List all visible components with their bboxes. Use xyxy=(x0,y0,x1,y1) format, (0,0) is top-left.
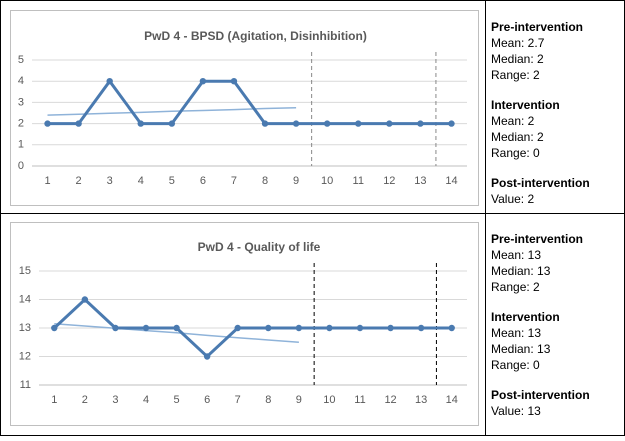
stat-line: Value: 13 xyxy=(491,404,541,418)
stat-line: Mean: 13 xyxy=(491,248,541,262)
section-heading: Intervention xyxy=(491,98,560,112)
y-tick-label: 14 xyxy=(19,293,31,305)
data-point xyxy=(356,324,364,332)
data-point xyxy=(448,120,455,127)
section-heading: Intervention xyxy=(491,310,560,324)
y-tick-label: 1 xyxy=(18,139,24,151)
data-point xyxy=(386,120,393,127)
y-tick-label: 4 xyxy=(18,75,24,87)
y-tick-label: 13 xyxy=(19,322,31,334)
stat-line: Mean: 2.7 xyxy=(491,36,545,50)
chart-title: PwD 4 - BPSD (Agitation, Disinhibition) xyxy=(144,29,367,43)
stat-line: Median: 13 xyxy=(491,342,551,356)
stat-line: Value: 2 xyxy=(491,192,534,206)
data-point xyxy=(230,78,238,85)
x-tick-label: 10 xyxy=(321,175,333,187)
data-point xyxy=(106,78,113,85)
y-tick-label: 15 xyxy=(19,265,31,277)
x-tick-label: 2 xyxy=(82,394,88,406)
x-tick-label: 4 xyxy=(143,394,149,406)
x-tick-label: 12 xyxy=(384,394,396,406)
section-heading: Post-intervention xyxy=(491,176,590,190)
chart-frame xyxy=(10,10,479,206)
stat-line: Range: 0 xyxy=(491,146,540,160)
x-tick-label: 9 xyxy=(293,175,299,187)
stat-line: Mean: 13 xyxy=(491,326,541,340)
data-point xyxy=(355,120,362,127)
data-point xyxy=(387,324,394,332)
data-point xyxy=(292,120,300,127)
y-tick-label: 11 xyxy=(20,379,31,391)
y-tick-label: 0 xyxy=(18,160,24,172)
x-tick-label: 3 xyxy=(107,175,113,187)
x-tick-label: 5 xyxy=(169,175,175,187)
data-point xyxy=(295,324,303,332)
y-tick-label: 5 xyxy=(18,54,24,66)
y-tick-label: 3 xyxy=(18,96,24,108)
data-point xyxy=(417,120,424,127)
x-tick-label: 11 xyxy=(353,175,364,187)
data-point xyxy=(51,324,58,332)
data-point xyxy=(168,120,176,127)
series-line xyxy=(47,78,452,126)
chart-title: PwD 4 - Quality of life xyxy=(198,240,321,254)
data-point xyxy=(112,324,119,332)
y-tick-label: 12 xyxy=(19,350,31,362)
x-tick-label: 11 xyxy=(354,394,365,406)
x-tick-label: 14 xyxy=(445,175,457,187)
x-tick-label: 8 xyxy=(262,175,268,187)
stat-line: Median: 2 xyxy=(491,52,544,66)
data-point xyxy=(265,324,272,332)
y-tick-label: 2 xyxy=(18,118,24,130)
x-tick-label: 2 xyxy=(76,175,82,187)
x-tick-label: 14 xyxy=(446,394,458,406)
data-point xyxy=(323,120,331,127)
data-point xyxy=(137,120,144,127)
x-tick-label: 1 xyxy=(44,175,50,187)
section-heading: Pre-intervention xyxy=(491,20,583,34)
data-point xyxy=(173,324,180,332)
data-point xyxy=(75,120,82,127)
data-point xyxy=(44,120,51,127)
x-tick-label: 6 xyxy=(200,175,206,187)
data-point xyxy=(142,324,150,332)
series-line xyxy=(53,297,452,359)
x-tick-label: 10 xyxy=(323,394,335,406)
x-tick-label: 5 xyxy=(174,394,180,406)
x-tick-label: 7 xyxy=(235,394,241,406)
stat-line: Median: 2 xyxy=(491,130,544,144)
stat-line: Mean: 2 xyxy=(491,114,535,128)
trend-line xyxy=(54,322,299,344)
x-tick-label: 7 xyxy=(231,175,237,187)
data-point xyxy=(448,324,455,332)
stat-line: Range: 0 xyxy=(491,358,540,372)
x-tick-label: 6 xyxy=(204,394,210,406)
x-tick-label: 4 xyxy=(138,175,144,187)
stat-line: Median: 13 xyxy=(491,264,551,278)
data-point xyxy=(261,120,269,127)
x-tick-label: 13 xyxy=(414,175,426,187)
data-point xyxy=(199,78,207,85)
chart-frame xyxy=(10,222,479,426)
section-heading: Post-intervention xyxy=(491,388,590,402)
data-point xyxy=(417,324,425,332)
stat-line: Range: 2 xyxy=(491,280,540,294)
x-tick-label: 1 xyxy=(51,394,57,406)
x-tick-label: 8 xyxy=(265,394,271,406)
stat-line: Range: 2 xyxy=(491,68,540,82)
data-point xyxy=(326,324,333,332)
x-tick-label: 13 xyxy=(415,394,427,406)
x-tick-label: 9 xyxy=(296,394,302,406)
data-point xyxy=(234,324,241,332)
x-tick-label: 3 xyxy=(112,394,118,406)
data-point xyxy=(81,296,89,303)
x-tick-label: 12 xyxy=(383,175,395,187)
data-point xyxy=(203,353,211,360)
section-heading: Pre-intervention xyxy=(491,232,583,246)
